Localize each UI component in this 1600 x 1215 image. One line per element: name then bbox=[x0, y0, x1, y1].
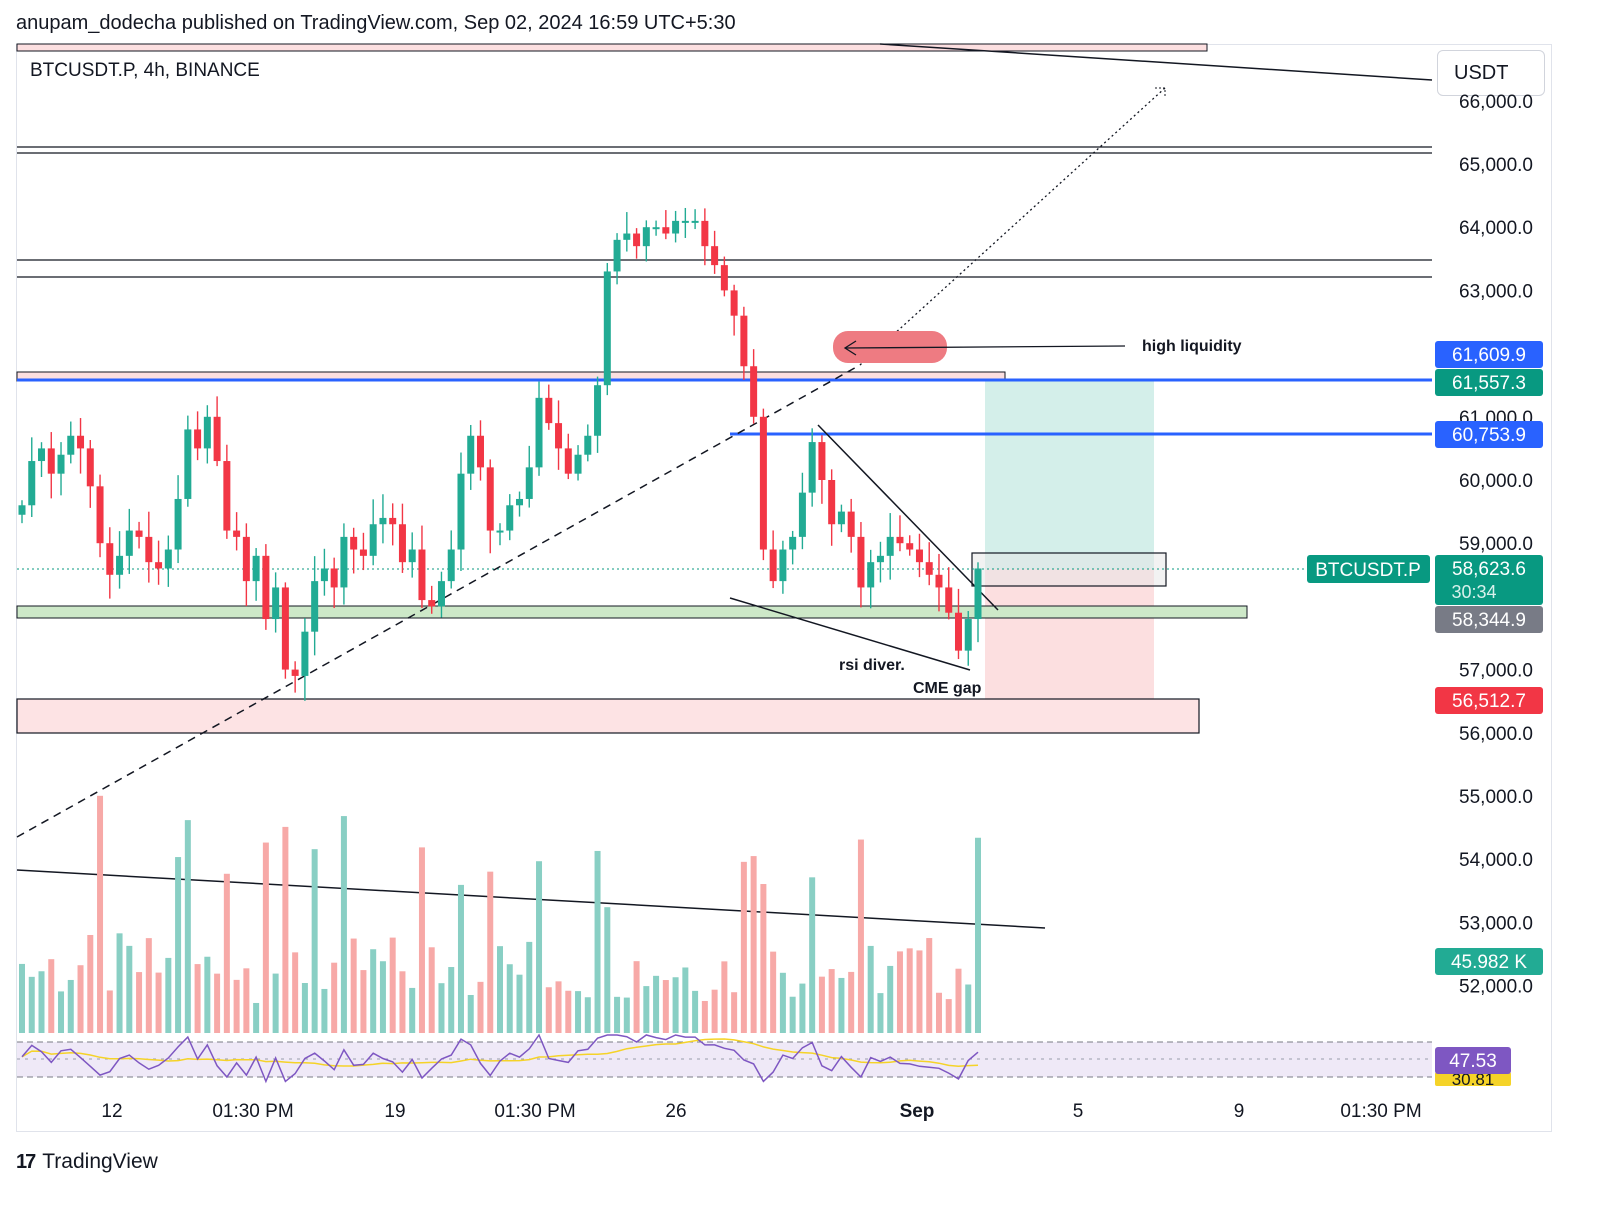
publish-header: anupam_dodecha published on TradingView.… bbox=[16, 12, 736, 34]
chart-frame bbox=[16, 44, 1552, 1132]
currency-button[interactable]: USDT bbox=[1437, 50, 1545, 96]
footer: 17 TradingView bbox=[16, 1150, 158, 1174]
tradingview-logo-icon: 17 bbox=[16, 1150, 36, 1173]
footer-brand[interactable]: TradingView bbox=[42, 1150, 158, 1173]
symbol-legend: BTCUSDT.P, 4h, BINANCE bbox=[30, 60, 260, 81]
